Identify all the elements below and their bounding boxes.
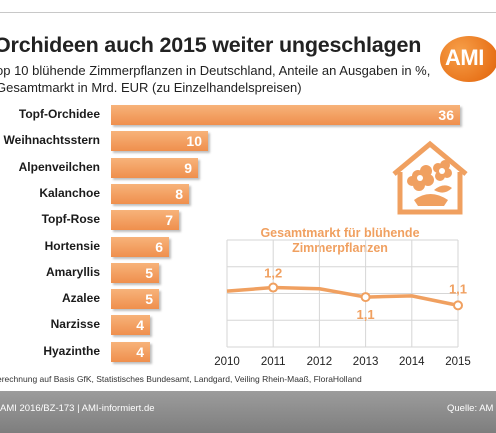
data-label: 1,2 [264, 266, 282, 281]
bar-value-label: 5 [145, 291, 153, 308]
data-point [268, 282, 279, 293]
bar [111, 210, 179, 231]
x-tick-label: 2013 [353, 356, 379, 368]
ami-logo-text: AMI [445, 45, 484, 70]
data-point [453, 300, 463, 311]
x-tick-label: 2015 [445, 356, 471, 368]
bar-value-label: 8 [175, 185, 183, 202]
bar-value-label: 10 [186, 133, 202, 150]
bar [111, 341, 150, 362]
footer-bar [0, 391, 496, 433]
data-point [360, 292, 371, 303]
top-divider [0, 12, 496, 13]
footer-right-text: Quelle: AM [447, 403, 494, 414]
bar-category-label: Amaryllis [45, 264, 100, 279]
data-label: 1,1 [449, 281, 467, 296]
bar-category-label: Hyazinthe [43, 343, 100, 358]
bar-value-label: 5 [145, 264, 153, 281]
bar-value-label: 7 [165, 212, 173, 229]
ami-logo-circle [440, 36, 496, 82]
chart-subtitle: op 10 blühende Zimmerpflanzen in Deutsch… [0, 63, 431, 95]
bar [111, 157, 198, 178]
x-tick-label: 2012 [307, 356, 333, 368]
x-tick-label: 2014 [399, 356, 425, 368]
bar [111, 236, 169, 257]
bar-category-label: Alpenveilchen [18, 159, 100, 174]
bar-value-label: 6 [155, 238, 163, 255]
source-note: erechnung auf Basis GfK, Statistisches B… [0, 374, 362, 384]
bar [111, 105, 460, 125]
x-tick-label: 2010 [214, 356, 240, 368]
footer-left-text: AMI 2016/BZ-173 | AMI-informiert.de [0, 403, 155, 414]
bar [111, 315, 150, 336]
bar-category-label: Topf-Orchidee [18, 107, 100, 121]
line-chart-title: Gesamtmarkt für blühende Zimmerpflanzen [260, 226, 420, 255]
house-flower-icon [392, 140, 468, 215]
bar-category-label: Weihnachtsstern [3, 133, 100, 148]
bar-category-label: Topf-Rose [41, 212, 100, 227]
bar-category-label: Azalee [61, 291, 100, 306]
bar-category-label: Narzisse [50, 317, 100, 332]
bar-value-label: 4 [136, 317, 144, 334]
bar [111, 289, 159, 310]
x-tick-label: 2011 [261, 356, 286, 368]
bar-value-label: 4 [136, 343, 144, 360]
line-chart: 1,2 1,1 1,1 2010 2011 2012 2013 2014 2015 [214, 239, 471, 368]
bar [111, 183, 189, 204]
ami-logo: AMI [440, 36, 496, 82]
bar [111, 131, 208, 152]
chart-title: Orchideen auch 2015 weiter ungeschlagen [0, 33, 422, 57]
bar-value-label: 36 [438, 107, 454, 123]
bar-category-label: Kalanchoe [39, 185, 100, 200]
bar-value-label: 9 [184, 159, 192, 176]
bar-category-label: Hortensie [44, 238, 100, 253]
data-label: 1,1 [357, 307, 375, 322]
series-line [226, 285, 459, 308]
bar [111, 262, 159, 283]
